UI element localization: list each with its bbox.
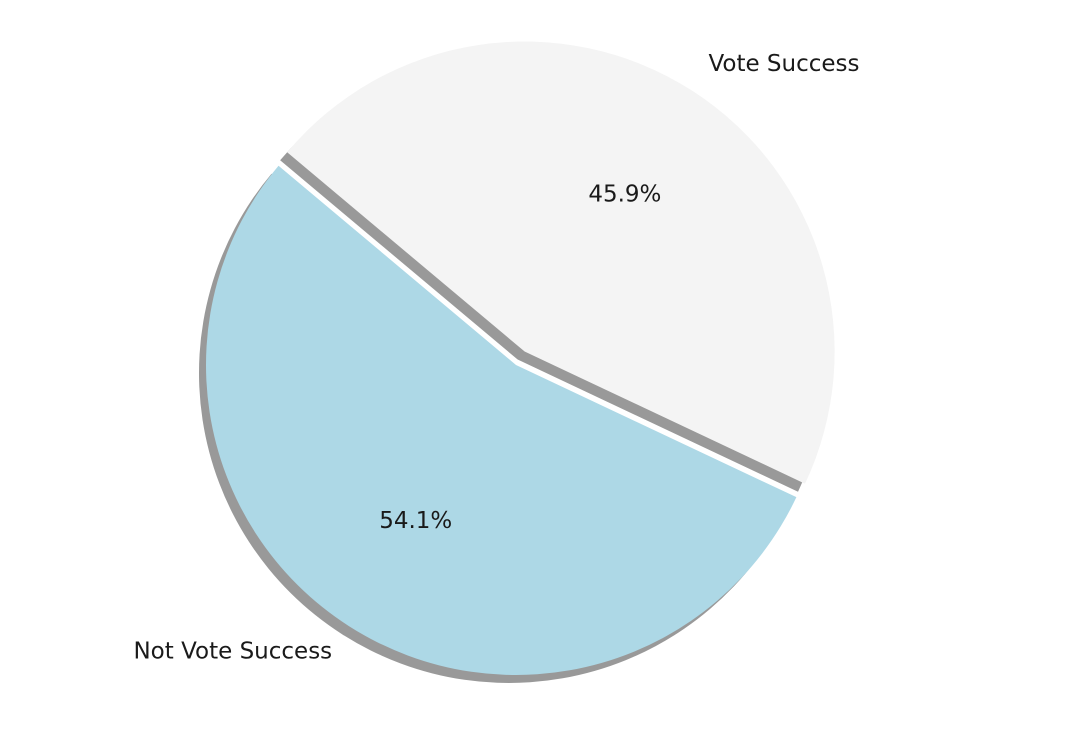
label-layer: Vote Success 45.9% Not Vote Success 54.1… — [133, 51, 859, 665]
pie-slice-not-vote-success — [206, 165, 797, 675]
pct-label-not-vote-success: 54.1% — [379, 508, 452, 534]
slice-label-not-vote-success: Not Vote Success — [133, 639, 332, 665]
pct-label-vote-success: 45.9% — [588, 181, 661, 207]
slice-label-vote-success: Vote Success — [708, 51, 859, 77]
slice-layer — [206, 41, 835, 675]
pie-slice-vote-success — [287, 41, 835, 484]
